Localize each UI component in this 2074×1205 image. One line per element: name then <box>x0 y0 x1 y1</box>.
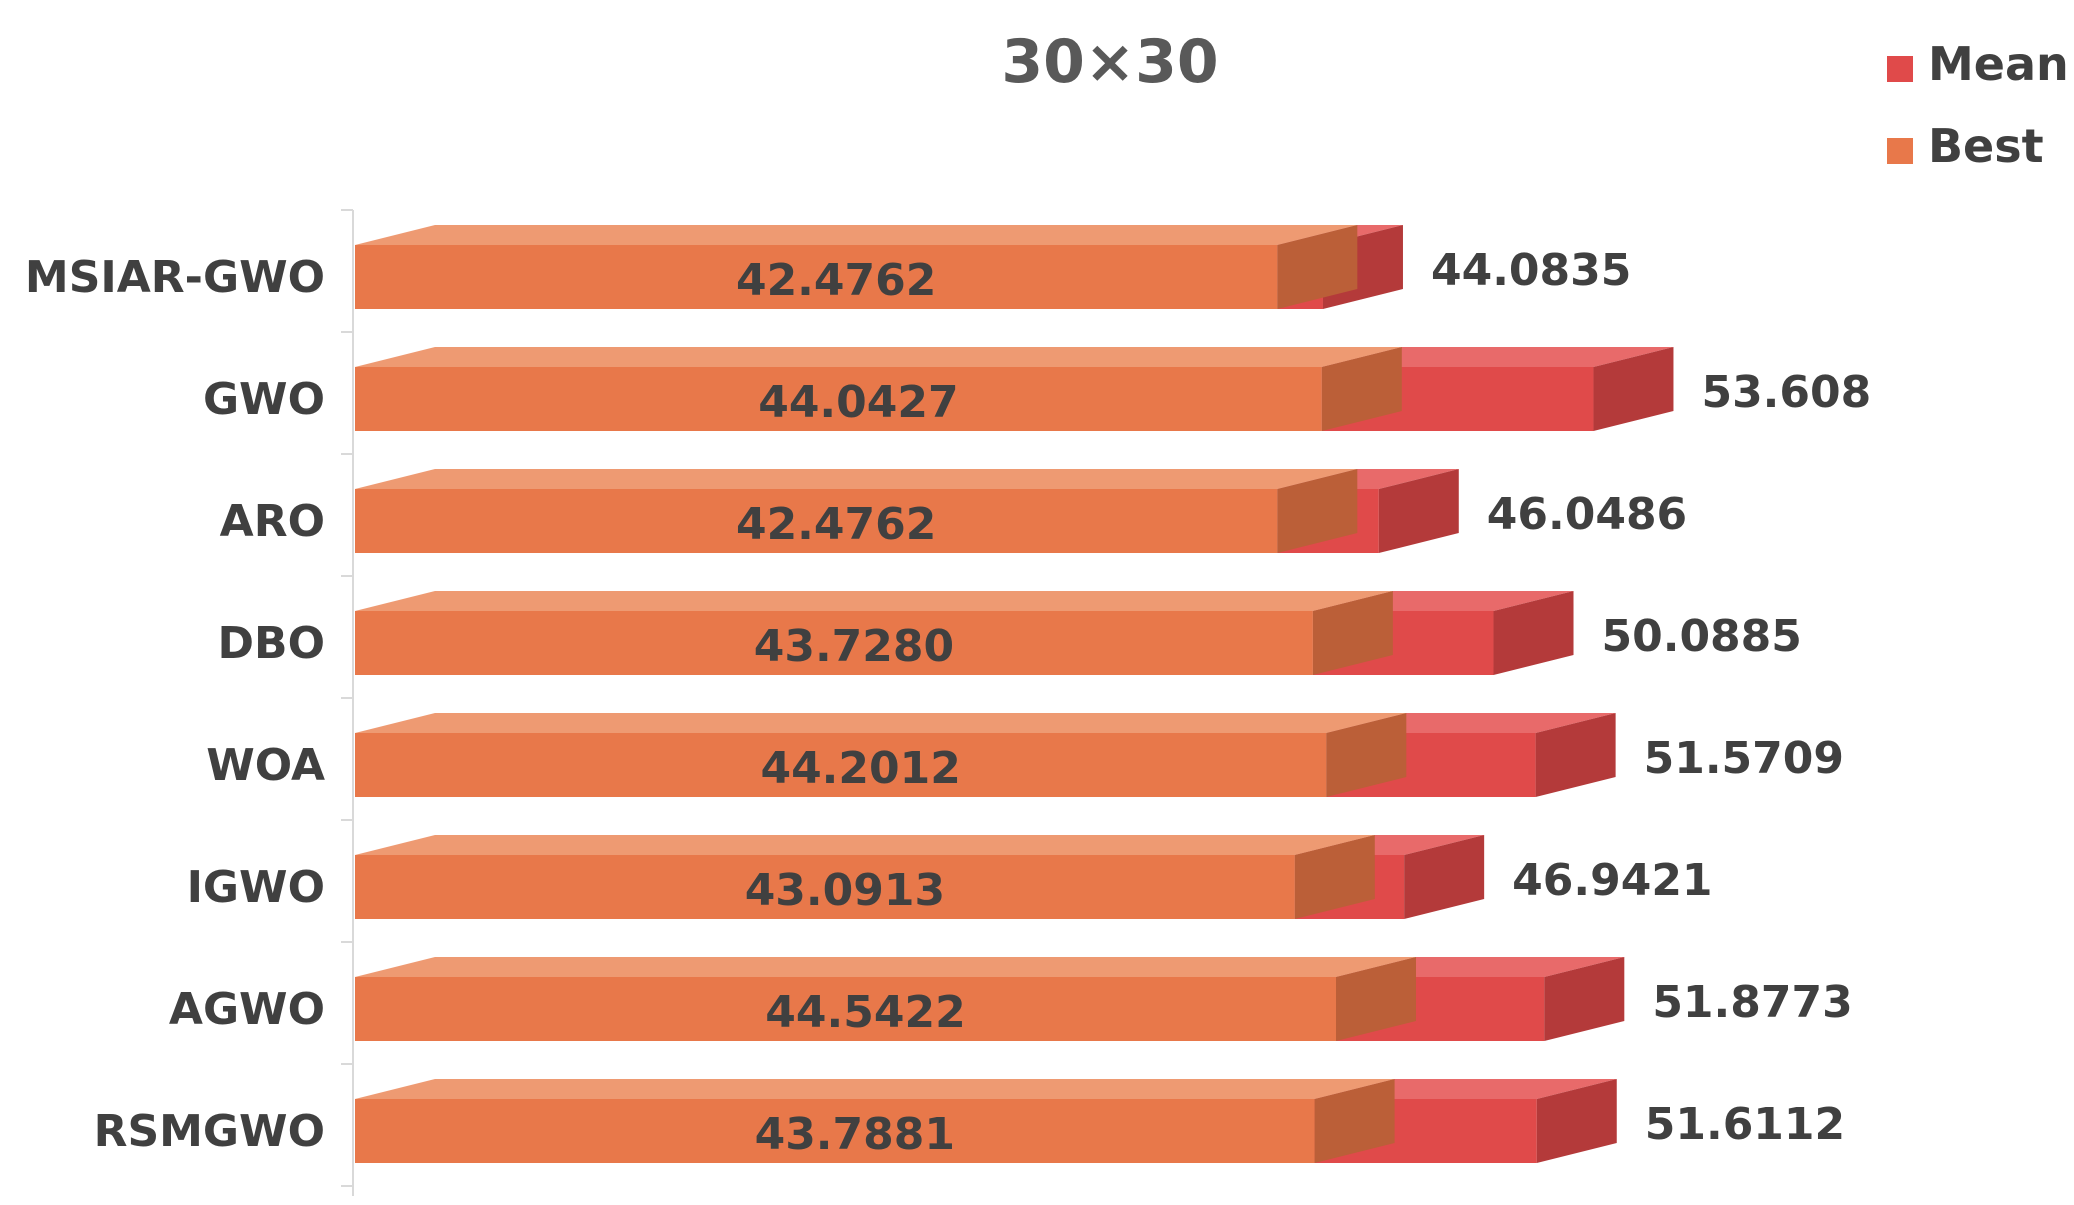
bar-mean-side <box>1544 957 1625 1041</box>
chart-title: 30×30 <box>1001 27 1218 97</box>
best-value-label: 44.5422 <box>765 987 965 1038</box>
best-value-label: 42.4762 <box>736 499 936 550</box>
mean-value-label: 46.9421 <box>1512 855 1712 906</box>
best-value-label: 42.4762 <box>736 255 936 306</box>
bar-best-top <box>355 347 1402 367</box>
best-value-label: 43.7881 <box>755 1109 955 1160</box>
bar-best <box>355 855 1295 919</box>
bar-best-top <box>355 835 1375 855</box>
legend-label: Mean <box>1928 37 2069 91</box>
bars-group: MSIAR-GWO 42.4762 44.0835 GWO 44.0427 53.608 A… <box>25 225 1871 1163</box>
legend: Mean Best <box>1887 37 2069 173</box>
bar-best-top <box>355 1079 1395 1099</box>
bar-mean-side <box>1493 591 1574 675</box>
legend-swatch <box>1887 56 1913 82</box>
best-value-label: 43.0913 <box>745 865 945 916</box>
best-value-label: 44.0427 <box>758 377 958 428</box>
mean-value-label: 51.6112 <box>1645 1099 1845 1150</box>
bar-best-side <box>1326 713 1407 797</box>
bar-best <box>355 611 1313 675</box>
bar-best-top <box>355 469 1358 489</box>
bar-best <box>355 367 1322 431</box>
bar-best-side <box>1314 1079 1395 1163</box>
bar-best <box>355 245 1278 309</box>
legend-swatch <box>1887 138 1913 164</box>
bar-best-side <box>1335 957 1416 1041</box>
bar-best <box>355 733 1327 797</box>
category-label: AGWO <box>169 984 325 1035</box>
best-value-label: 43.7280 <box>754 621 954 672</box>
bar-best-top <box>355 713 1407 733</box>
mean-value-label: 51.8773 <box>1652 977 1852 1028</box>
category-label: IGWO <box>187 862 325 913</box>
bar-mean-side <box>1536 1079 1617 1163</box>
bar-best-side <box>1277 225 1358 309</box>
bar-mean-side <box>1535 713 1616 797</box>
bar-mean-side <box>1593 347 1674 431</box>
bar-best-top <box>355 957 1416 977</box>
bar-best-top <box>355 591 1393 611</box>
bar-best-side <box>1321 347 1402 431</box>
legend-label: Best <box>1928 119 2044 173</box>
bar-best <box>355 977 1336 1041</box>
category-axis <box>341 209 354 1196</box>
category-label: RSMGWO <box>94 1106 325 1157</box>
bar-best-side <box>1277 469 1358 553</box>
bar-mean-side <box>1378 469 1459 553</box>
bar-best-side <box>1294 835 1375 919</box>
mean-value-label: 44.0835 <box>1431 245 1631 296</box>
mean-value-label: 46.0486 <box>1487 489 1687 540</box>
bar-mean-top <box>1321 347 1674 367</box>
mean-value-label: 53.608 <box>1701 367 1871 418</box>
category-label: DBO <box>218 618 325 669</box>
mean-value-label: 51.5709 <box>1644 733 1844 784</box>
bar-mean-side <box>1404 835 1485 919</box>
bar-best-side <box>1312 591 1393 675</box>
bar-best <box>355 1099 1315 1163</box>
best-value-label: 44.2012 <box>760 743 960 794</box>
bar-best <box>355 489 1278 553</box>
category-label: MSIAR-GWO <box>25 252 325 303</box>
category-label: WOA <box>206 740 325 791</box>
mean-value-label: 50.0885 <box>1602 611 1802 662</box>
category-label: GWO <box>203 374 325 425</box>
bar-best-top <box>355 225 1358 245</box>
category-label: ARO <box>220 496 325 547</box>
